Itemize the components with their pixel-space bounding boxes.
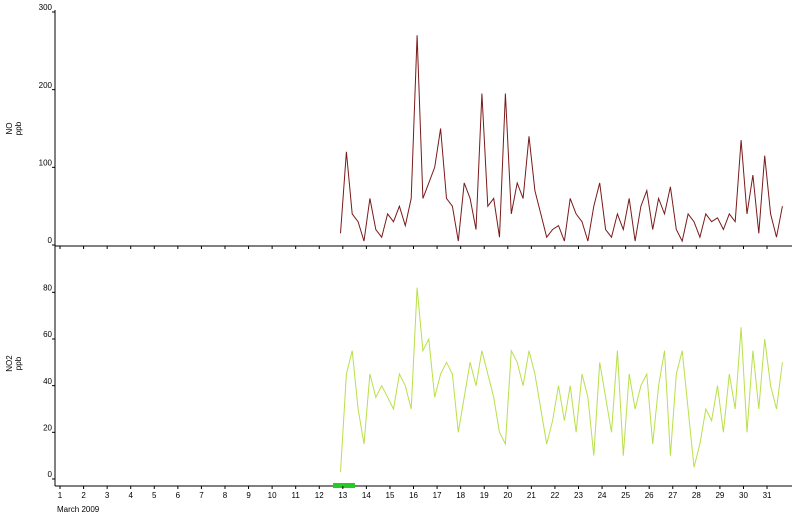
y-axis-label: ppb (14, 356, 23, 370)
x-tick-label: 28 (692, 491, 701, 500)
x-tick-label: 14 (362, 491, 371, 500)
y-tick-label: 200 (39, 81, 53, 90)
x-tick-label: 6 (176, 491, 181, 500)
y-tick-label: 100 (39, 158, 53, 167)
selection-marker[interactable] (333, 483, 355, 488)
x-tick-label: 19 (480, 491, 489, 500)
x-tick-label: 7 (199, 491, 204, 500)
x-tick-label: 22 (550, 491, 559, 500)
x-tick-label: 10 (268, 491, 277, 500)
x-tick-label: 3 (105, 491, 110, 500)
x-tick-label: 18 (456, 491, 465, 500)
x-tick-label: 12 (315, 491, 324, 500)
x-tick-label: 21 (527, 491, 536, 500)
x-tick-label: 2 (81, 491, 86, 500)
x-tick-label: 25 (621, 491, 630, 500)
data-line (340, 287, 783, 473)
x-tick-label: 17 (433, 491, 442, 500)
x-tick-label: 24 (598, 491, 607, 500)
x-axis-label: March 2009 (57, 505, 100, 514)
x-tick-label: 27 (668, 491, 677, 500)
x-tick-label: 30 (739, 491, 748, 500)
y-axis-label: NO (5, 123, 14, 135)
x-tick-label: 20 (503, 491, 512, 500)
x-tick-label: 4 (128, 491, 133, 500)
x-tick-label: 26 (645, 491, 654, 500)
y-tick-label: 80 (43, 283, 52, 292)
data-line (340, 35, 783, 243)
y-tick-label: 0 (48, 236, 53, 245)
x-tick-label: 11 (292, 491, 301, 500)
y-axis-label: ppb (14, 121, 23, 135)
y-tick-label: 20 (43, 423, 52, 432)
x-tick-label: 15 (386, 491, 395, 500)
y-axis-label: NO2 (5, 355, 14, 372)
x-tick-label: 9 (246, 491, 251, 500)
y-tick-label: 40 (43, 377, 52, 386)
x-tick-label: 5 (152, 491, 157, 500)
x-tick-label: 13 (338, 491, 347, 500)
x-tick-label: 23 (574, 491, 583, 500)
x-tick-label: 16 (409, 491, 418, 500)
x-tick-label: 29 (715, 491, 724, 500)
y-tick-label: 60 (43, 330, 52, 339)
y-tick-label: 0 (48, 470, 53, 479)
y-tick-label: 300 (39, 3, 53, 12)
x-tick-label: 1 (58, 491, 63, 500)
x-tick-label: 8 (223, 491, 228, 500)
x-tick-label: 31 (763, 491, 772, 500)
